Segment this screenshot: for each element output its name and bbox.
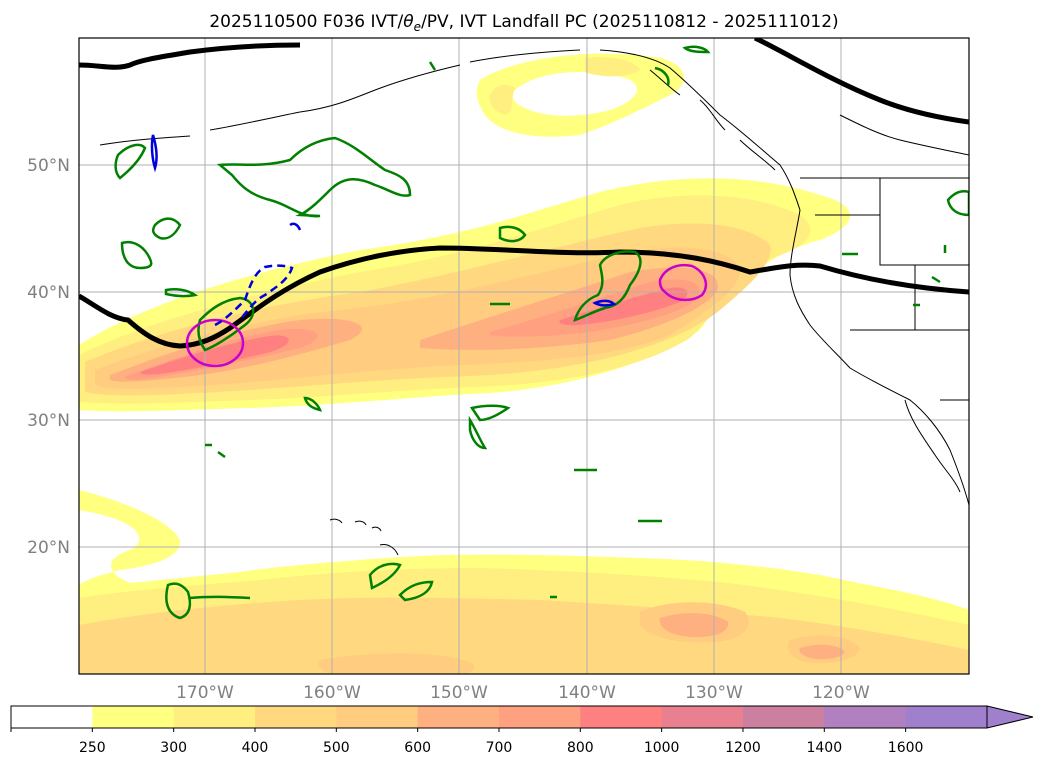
colorbar-tick-label: 1400 [806,740,842,756]
colorbar-tick-label: 500 [323,740,350,756]
pv-contour-7 [573,250,642,322]
map-panel [79,38,969,674]
ivt-band-north-800 [140,287,688,375]
bc-islands [649,69,776,171]
ivt-band-south-600 [659,613,845,660]
lat-label-20: 20°N [27,538,70,558]
lon-label-130w: 130°W [685,683,743,703]
colorbar-tick-label: 300 [160,740,187,756]
jet-axis-north [79,38,969,125]
ivt-shading [79,53,969,674]
jet-axis-main [79,245,969,349]
ivt-alaska-hole [512,71,638,116]
pv-contour-12 [946,190,969,217]
colorbar-cell [11,706,93,728]
colorbar-cell [905,706,988,728]
west-coast-us [789,209,969,506]
hawaii-islands [329,518,399,556]
blue-contours [150,134,617,327]
blue-contour-dashed-2 [289,222,302,231]
lon-labels: 170°W 160°W 150°W 140°W 130°W 120°W [176,683,870,703]
colorbar-tick-label: 1200 [725,740,761,756]
alaska-aleutian-coast [99,49,801,211]
colorbar-tick-label: 800 [567,740,594,756]
colorbar-cell [742,706,825,728]
colorbar-tick-label: 250 [79,740,106,756]
blue-contour-north [150,134,158,173]
theta-e-west [185,318,245,368]
pv-contour-10 [368,562,434,602]
colorbar-cell [417,706,500,728]
colorbar-cell [580,706,663,728]
pv-contour-8 [303,396,323,412]
colorbar-tick-label: 1600 [888,740,924,756]
colorbar-extend-arrow [986,705,1034,729]
colorbar-tick-label: 600 [404,740,431,756]
lat-label-40: 40°N [27,283,70,303]
pv-contour-4 [164,287,199,298]
pv-contour-1 [114,143,147,180]
pv-contour-3 [120,240,153,270]
pv-dashes [205,245,947,599]
lat-labels: 50°N 40°N 30°N 20°N [27,156,70,558]
lon-label-160w: 160°W [303,683,361,703]
colorbar-cell [824,706,907,728]
lat-label-30: 30°N [27,411,70,431]
colorbar-cell [336,706,419,728]
colorbar-cell [661,706,744,728]
pv-contour-5 [498,225,527,243]
blue-contour-dashed [214,264,294,327]
pv-contours [114,45,969,620]
ivt-band-north-700 [125,279,700,380]
colorbar-cell [92,706,175,728]
ivt-alaska-300 [489,57,640,115]
lat-label-50: 50°N [27,156,70,176]
baja-coast [904,399,961,493]
colorbar-tick-label: 400 [242,740,269,756]
blue-contour-small [592,299,617,307]
pv-contour-gulf-alaska [216,136,412,218]
colorbar: 250 300 400 500 600 700 800 1000 1200 1400 1600 [10,705,1034,756]
map-title: 2025110500 F036 IVT/θe/PV, IVT Landfall … [209,12,838,34]
coastlines [99,49,969,556]
colorbar-cell [173,706,256,728]
lon-label-120w: 120°W [812,683,870,703]
colorbar-tick-label: 1000 [644,740,680,756]
lon-label-170w: 170°W [176,683,234,703]
eastern-interior-coast [839,114,969,156]
lon-label-150w: 150°W [430,683,488,703]
lon-label-140w: 140°W [558,683,616,703]
map-frame [78,37,970,675]
pv-contour-11 [165,582,251,620]
theta-e-contours [185,263,708,368]
colorbar-cell [254,706,337,728]
pv-contour-9 [468,404,511,450]
us-state-borders [815,178,969,401]
pv-contour-13 [428,45,711,86]
theta-e-east [658,263,708,302]
pv-contour-6 [197,296,255,352]
pv-contour-2 [151,217,182,240]
colorbar-tick-label: 700 [486,740,513,756]
colorbar-cell [498,706,581,728]
